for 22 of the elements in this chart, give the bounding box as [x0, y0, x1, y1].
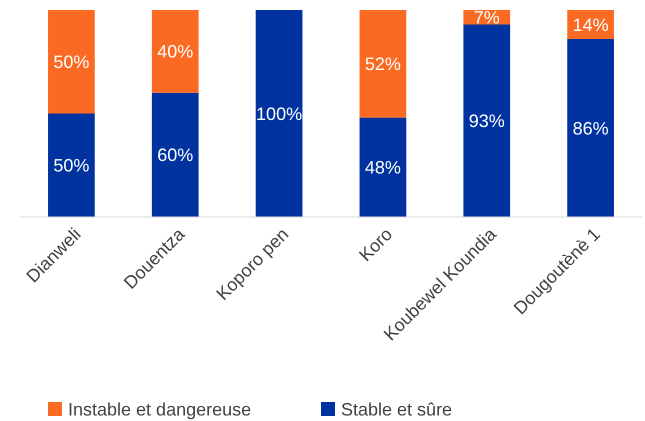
bar: [48, 114, 95, 217]
bar: [567, 38, 614, 217]
legend-label: Instable et dangereuse: [68, 399, 252, 420]
data-label: 52%: [364, 54, 401, 74]
data-label: 50%: [53, 156, 90, 176]
data-label: 14%: [572, 14, 609, 35]
bar: [256, 10, 302, 217]
bar: [152, 92, 199, 217]
bar: [152, 10, 199, 93]
data-label: 48%: [364, 158, 401, 178]
bar: [360, 118, 406, 217]
data-label: 50%: [53, 52, 90, 72]
data-label: 7%: [474, 8, 500, 28]
data-label: 93%: [468, 111, 505, 132]
data-label: 40%: [157, 42, 194, 62]
data-label: 86%: [572, 118, 609, 138]
data-label: 60%: [157, 145, 194, 166]
bar: [463, 24, 510, 217]
legend-label: Stable et sûre: [341, 399, 452, 420]
bar: [48, 10, 95, 114]
data-label: 100%: [256, 104, 302, 124]
bar: [360, 10, 406, 118]
